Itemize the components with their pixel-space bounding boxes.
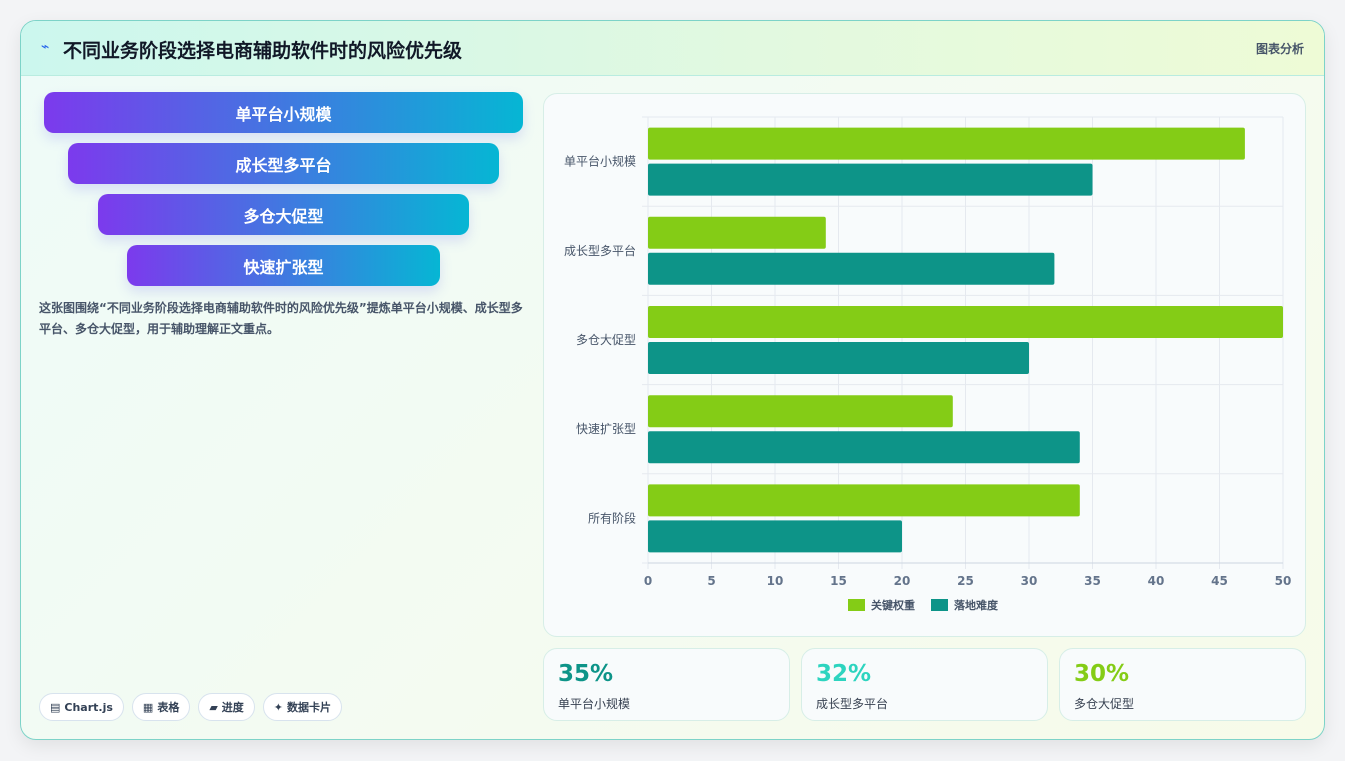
funnel-item-label: 多仓大促型	[243, 206, 324, 226]
funnel-item-label: 单平台小规模	[235, 104, 332, 124]
chip-label: 表格	[157, 701, 180, 714]
stat-card-3: 30% 多仓大促型	[1059, 648, 1306, 721]
bar-difficulty	[648, 342, 1029, 374]
bar-key-weight	[648, 484, 1080, 517]
funnel-item-label: 快速扩张型	[243, 257, 324, 277]
progress-icon: ▰	[209, 700, 218, 714]
y-category-label: 成长型多平台	[564, 243, 636, 258]
x-tick-label: 25	[957, 574, 974, 588]
x-tick-label: 5	[707, 574, 715, 588]
y-category-label: 多仓大促型	[576, 333, 636, 347]
y-category-label: 单平台小规模	[564, 154, 636, 169]
stat-value: 30%	[1074, 661, 1130, 687]
chip-chart[interactable]: ▤ Chart.js	[39, 693, 124, 721]
y-category-label: 所有阶段	[588, 510, 636, 525]
bar-key-weight	[648, 395, 953, 428]
chip-progress[interactable]: ▰ 进度	[198, 693, 255, 721]
page-title: 不同业务阶段选择电商辅助软件时的风险优先级	[63, 40, 463, 62]
card-icon: ✦	[273, 700, 284, 714]
header-tag: 图表分析	[1255, 42, 1304, 56]
chart-card: ⌁ 不同业务阶段选择电商辅助软件时的风险优先级 图表分析 单平台小规模 成长型多…	[20, 20, 1325, 740]
bar-difficulty	[648, 520, 902, 553]
feature-chips: ▤ Chart.js ▦ 表格 ▰ 进度 ✦ 数据卡片	[39, 693, 343, 721]
x-tick-label: 40	[1148, 574, 1165, 588]
funnel-item-4: 快速扩张型	[127, 245, 440, 286]
chip-data-card[interactable]: ✦ 数据卡片	[262, 693, 343, 721]
chip-table[interactable]: ▦ 表格	[131, 693, 191, 721]
description-text: 这张图围绕“不同业务阶段选择电商辅助软件时的风险优先级”提炼单平台小规模、成长型…	[39, 301, 523, 336]
x-tick-label: 20	[894, 574, 911, 588]
legend-label: 关键权重	[871, 598, 915, 612]
x-tick-label: 50	[1275, 574, 1292, 588]
chart-panel: 0 5 10 15 20 25 30 35 40 45 50 单平台小规模 成长型多平台多仓大促型快速扩…	[543, 93, 1306, 637]
bar-key-weight	[648, 127, 1245, 160]
x-tick-label: 35	[1084, 574, 1101, 588]
funnel-item-1: 单平台小规模	[44, 92, 523, 133]
x-tick-label: 0	[644, 574, 652, 588]
chart-icon: ▤	[50, 700, 61, 714]
bar-difficulty	[648, 431, 1080, 464]
chip-label: Chart.js	[64, 700, 113, 714]
y-category-label: 快速扩张型	[576, 422, 636, 436]
stat-value: 32%	[816, 661, 872, 687]
stat-card-2: 32% 成长型多平台	[801, 648, 1048, 721]
legend-swatch	[848, 599, 865, 611]
stat-label: 成长型多平台	[816, 697, 889, 711]
bar-key-weight	[648, 306, 1283, 338]
x-tick-label: 30	[1021, 574, 1038, 588]
bar-difficulty	[648, 163, 1093, 196]
funnel-item-2: 成长型多平台	[68, 143, 499, 184]
legend-label: 落地难度	[954, 598, 999, 612]
chip-label: 数据卡片	[287, 701, 332, 714]
x-tick-label: 10	[767, 574, 784, 588]
sparkline-icon: ⌁	[41, 39, 50, 55]
x-tick-label: 15	[830, 574, 847, 588]
chip-label: 进度	[221, 701, 244, 714]
stat-card-1: 35% 单平台小规模	[543, 648, 790, 721]
card-header: ⌁ 不同业务阶段选择电商辅助软件时的风险优先级 图表分析	[21, 21, 1324, 76]
bar-difficulty	[648, 252, 1055, 285]
funnel-item-3: 多仓大促型	[98, 194, 469, 235]
x-tick-label: 45	[1211, 574, 1228, 588]
bar-chart: 0 5 10 15 20 25 30 35 40 45 50 单平台小规模成长型多平台多仓大促型快速扩…	[564, 116, 1292, 612]
funnel-item-label: 成长型多平台	[235, 155, 332, 175]
stat-label: 单平台小规模	[558, 697, 631, 711]
stat-label: 多仓大促型	[1074, 697, 1135, 711]
stat-value: 35%	[558, 661, 614, 687]
table-icon: ▦	[142, 700, 154, 714]
legend-swatch	[931, 599, 948, 611]
bar-key-weight	[648, 216, 826, 249]
